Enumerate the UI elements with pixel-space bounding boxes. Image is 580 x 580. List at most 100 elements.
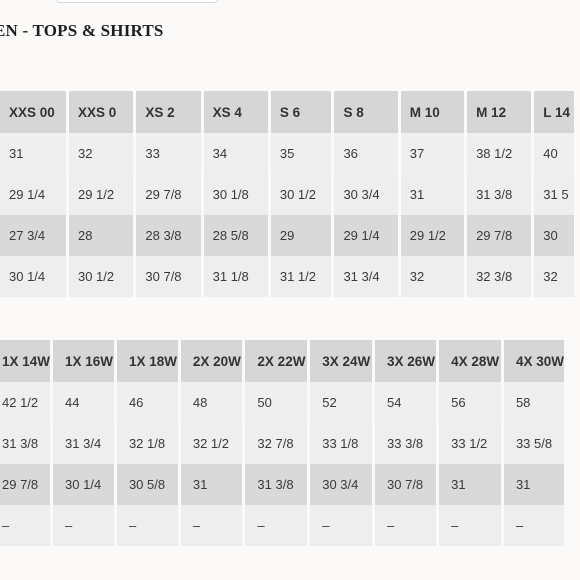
table-cell: 31 3/8 xyxy=(0,423,51,464)
table-cell: 32 1/8 xyxy=(116,423,178,464)
column-header: 1X 16W xyxy=(53,340,114,382)
table-cell: 54 xyxy=(375,382,437,423)
column-header: 3X 26W xyxy=(375,340,437,382)
table-cell: 30 1/2 xyxy=(68,256,134,297)
table-header-row: 1X 14W 1X 16W 1X 18W 2X 20W 2X 22W 3X 24… xyxy=(0,340,564,382)
column-header: XS 2 xyxy=(136,91,201,133)
column-header: S 8 xyxy=(334,91,398,133)
table-cell: 46 xyxy=(116,382,178,423)
table-cell: 30 1/2 xyxy=(270,174,332,215)
table-row: 31 3/8 31 3/4 32 1/8 32 1/2 32 7/8 33 1/… xyxy=(0,423,564,464)
column-header: 1X 18W xyxy=(116,340,178,382)
table-cell: 29 7/8 xyxy=(0,464,51,505)
column-header: 3X 24W xyxy=(310,340,373,382)
size-table-plus: 1X 14W 1X 16W 1X 18W 2X 20W 2X 22W 3X 24… xyxy=(0,340,567,546)
table-cell: 34 xyxy=(203,133,268,174)
table-cell: 33 xyxy=(136,133,201,174)
table-cell: 40 xyxy=(534,133,574,174)
table-cell: 31 3/4 xyxy=(334,256,398,297)
top-input-edge xyxy=(56,0,218,3)
column-header: 2X 22W xyxy=(245,340,308,382)
column-header: 4X 28W xyxy=(439,340,501,382)
table-cell: 27 3/4 xyxy=(0,215,66,256)
table-cell: 29 1/4 xyxy=(334,215,398,256)
table-cell: 29 xyxy=(270,215,332,256)
table-cell: – xyxy=(439,505,501,546)
table-cell: – xyxy=(116,505,178,546)
table-cell: 48 xyxy=(180,382,243,423)
table-cell: 42 1/2 xyxy=(0,382,51,423)
table-cell: 31 3/8 xyxy=(245,464,308,505)
table-cell: 31 1/2 xyxy=(270,256,332,297)
table-cell: 31 xyxy=(0,133,66,174)
table-cell: 30 xyxy=(534,215,574,256)
column-header: XXS 0 xyxy=(68,91,134,133)
table-row: 42 1/2 44 46 48 50 52 54 56 58 xyxy=(0,382,564,423)
table-cell: – xyxy=(0,505,51,546)
table-cell: 28 xyxy=(68,215,134,256)
table-cell: 30 3/4 xyxy=(310,464,373,505)
table-cell: 56 xyxy=(439,382,501,423)
table-cell: 30 7/8 xyxy=(375,464,437,505)
table-cell: 28 5/8 xyxy=(203,215,268,256)
table-cell: 33 5/8 xyxy=(503,423,564,464)
table-cell: 44 xyxy=(53,382,114,423)
table-cell: 29 1/4 xyxy=(0,174,66,215)
table-cell: 28 3/8 xyxy=(136,215,201,256)
table-row: – – – – – – – – – xyxy=(0,505,564,546)
table-cell: – xyxy=(53,505,114,546)
column-header: L 14 xyxy=(534,91,574,133)
table-cell: 50 xyxy=(245,382,308,423)
column-header: M 12 xyxy=(467,91,532,133)
table-cell: 29 7/8 xyxy=(467,215,532,256)
table-cell: – xyxy=(180,505,243,546)
table-cell: – xyxy=(375,505,437,546)
table-cell: 52 xyxy=(310,382,373,423)
table-cell: 31 1/8 xyxy=(203,256,268,297)
column-header: XS 4 xyxy=(203,91,268,133)
table-cell: 32 xyxy=(534,256,574,297)
table-row: 30 1/4 30 1/2 30 7/8 31 1/8 31 1/2 31 3/… xyxy=(0,256,574,297)
table-cell: – xyxy=(310,505,373,546)
column-header: XXS 00 xyxy=(0,91,66,133)
table-cell: 29 7/8 xyxy=(136,174,201,215)
table-cell: 33 3/8 xyxy=(375,423,437,464)
table-header-row: XXS 00 XXS 0 XS 2 XS 4 S 6 S 8 M 10 M 12… xyxy=(0,91,574,133)
table-cell: 31 xyxy=(503,464,564,505)
table-cell: 30 1/4 xyxy=(53,464,114,505)
table-row: 27 3/4 28 28 3/8 28 5/8 29 29 1/4 29 1/2… xyxy=(0,215,574,256)
table-cell: – xyxy=(503,505,564,546)
column-header: 1X 14W xyxy=(0,340,51,382)
table-cell: 29 1/2 xyxy=(68,174,134,215)
table-cell: 36 xyxy=(334,133,398,174)
table-cell: 31 3/8 xyxy=(467,174,532,215)
table-cell: 30 1/4 xyxy=(0,256,66,297)
table-cell: 32 3/8 xyxy=(467,256,532,297)
table-row: 31 32 33 34 35 36 37 38 1/2 40 xyxy=(0,133,574,174)
table-cell: 30 5/8 xyxy=(116,464,178,505)
column-header: M 10 xyxy=(400,91,465,133)
table-cell: 33 1/8 xyxy=(310,423,373,464)
table-cell: 32 7/8 xyxy=(245,423,308,464)
table-cell: 32 xyxy=(68,133,134,174)
table-cell: 58 xyxy=(503,382,564,423)
column-header: S 6 xyxy=(270,91,332,133)
table-cell: 31 3/4 xyxy=(53,423,114,464)
table-cell: 30 1/8 xyxy=(203,174,268,215)
table-cell: 38 1/2 xyxy=(467,133,532,174)
table-cell: 37 xyxy=(400,133,465,174)
table-cell: 31 xyxy=(400,174,465,215)
table-cell: 32 xyxy=(400,256,465,297)
page-title: EN - TOPS & SHIRTS xyxy=(0,21,164,40)
table-cell: 30 3/4 xyxy=(334,174,398,215)
table-cell: 33 1/2 xyxy=(439,423,501,464)
table-cell: 30 7/8 xyxy=(136,256,201,297)
table-cell: 31 xyxy=(180,464,243,505)
table-cell: 31 5 xyxy=(534,174,574,215)
table-row: 29 1/4 29 1/2 29 7/8 30 1/8 30 1/2 30 3/… xyxy=(0,174,574,215)
table-cell: 31 xyxy=(439,464,501,505)
table-cell: – xyxy=(245,505,308,546)
table-cell: 35 xyxy=(270,133,332,174)
table-row: 29 7/8 30 1/4 30 5/8 31 31 3/8 30 3/4 30… xyxy=(0,464,564,505)
table-cell: 29 1/2 xyxy=(400,215,465,256)
